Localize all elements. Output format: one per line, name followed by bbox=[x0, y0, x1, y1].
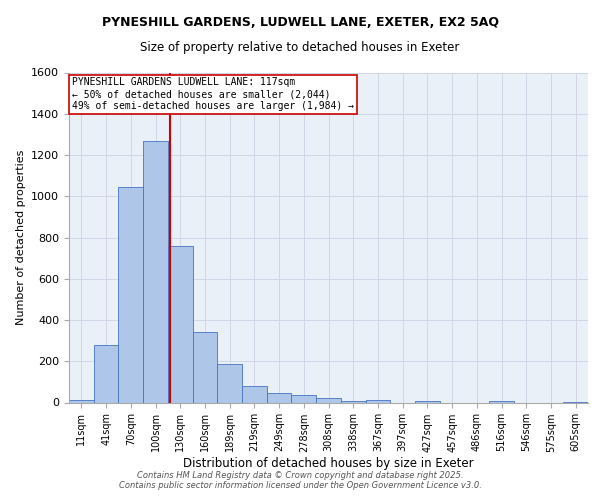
Bar bbox=[118, 187, 143, 402]
Bar bbox=[267, 393, 292, 402]
Text: Contains HM Land Registry data © Crown copyright and database right 2025.
Contai: Contains HM Land Registry data © Crown c… bbox=[119, 470, 481, 490]
Bar bbox=[316, 398, 341, 402]
Bar bbox=[415, 401, 440, 402]
Bar bbox=[365, 400, 390, 402]
Text: Size of property relative to detached houses in Exeter: Size of property relative to detached ho… bbox=[140, 41, 460, 54]
X-axis label: Distribution of detached houses by size in Exeter: Distribution of detached houses by size … bbox=[183, 458, 474, 470]
Bar bbox=[143, 140, 168, 402]
Bar bbox=[193, 332, 217, 402]
Bar bbox=[292, 395, 316, 402]
Bar bbox=[69, 400, 94, 402]
Y-axis label: Number of detached properties: Number of detached properties bbox=[16, 150, 26, 325]
Text: PYNESHILL GARDENS LUDWELL LANE: 117sqm
← 50% of detached houses are smaller (2,0: PYNESHILL GARDENS LUDWELL LANE: 117sqm ←… bbox=[71, 78, 353, 110]
Bar bbox=[168, 246, 193, 402]
Text: PYNESHILL GARDENS, LUDWELL LANE, EXETER, EX2 5AQ: PYNESHILL GARDENS, LUDWELL LANE, EXETER,… bbox=[101, 16, 499, 29]
Bar bbox=[94, 345, 118, 403]
Bar bbox=[341, 401, 365, 402]
Bar bbox=[217, 364, 242, 403]
Bar bbox=[242, 386, 267, 402]
